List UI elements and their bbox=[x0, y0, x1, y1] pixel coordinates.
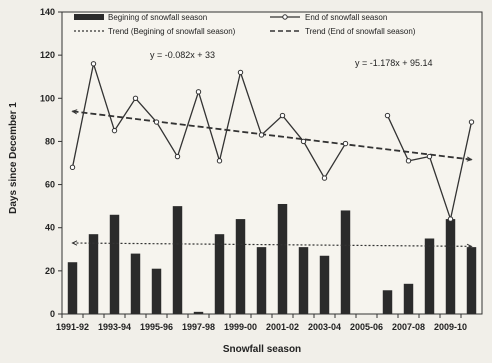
end-point-1999-00 bbox=[237, 69, 244, 76]
bar-begin-2008-09 bbox=[424, 238, 435, 314]
x-tick-label: 2003-04 bbox=[308, 322, 341, 332]
x-axis-title: Snowfall season bbox=[223, 344, 301, 355]
end-point-2004-05 bbox=[342, 140, 349, 147]
trend-end-equation: y = -1.178x + 95.14 bbox=[355, 58, 433, 68]
end-point-2003-04 bbox=[321, 175, 328, 181]
end-point-2009-10 bbox=[447, 216, 454, 222]
bar-begin-2010-11 bbox=[466, 247, 477, 314]
bar-begin-1999-00 bbox=[235, 219, 246, 314]
end-point-1998-99 bbox=[216, 158, 223, 164]
x-tick-label: 1999-00 bbox=[224, 322, 257, 332]
y-tick-label: 80 bbox=[45, 136, 55, 146]
trend-begin-arrowhead bbox=[71, 240, 78, 246]
end-point-1993-94 bbox=[111, 127, 118, 134]
trend-end-arrowhead bbox=[71, 109, 78, 115]
legend-trend-end-label: Trend (End of snowfall season) bbox=[305, 27, 416, 36]
legend-line-marker bbox=[282, 14, 288, 20]
bar-begin-2007-08 bbox=[403, 283, 414, 314]
end-point-1995-96 bbox=[153, 119, 160, 125]
bar-begin-2000-01 bbox=[256, 247, 267, 314]
end-point-2001-02 bbox=[279, 112, 286, 119]
y-tick-label: 60 bbox=[45, 180, 55, 190]
end-point-2010-11 bbox=[468, 119, 475, 125]
legend: Begining of snowfall season End of snowf… bbox=[74, 13, 416, 36]
y-tick-label: 140 bbox=[40, 7, 55, 17]
end-point-2007-08 bbox=[405, 158, 412, 164]
bar-begin-1993-94 bbox=[109, 214, 120, 314]
bar-begin-2003-04 bbox=[319, 255, 330, 314]
trend-begin-equation: y = -0.082x + 33 bbox=[150, 50, 215, 60]
end-point-2008-09 bbox=[426, 153, 433, 160]
x-tick-label: 2005-06 bbox=[350, 322, 383, 332]
bar-begin-2004-05 bbox=[340, 210, 351, 314]
x-tick-label: 2001-02 bbox=[266, 322, 299, 332]
legend-bar-label: Begining of snowfall season bbox=[108, 13, 207, 22]
end-point-2000-01 bbox=[258, 132, 265, 138]
x-tick-label: 1993-94 bbox=[98, 322, 131, 332]
y-tick-label: 120 bbox=[40, 50, 55, 60]
trend-line-begin bbox=[72, 242, 472, 247]
x-tick-label: 2007-08 bbox=[392, 322, 425, 332]
bar-begin-1991-92 bbox=[67, 262, 78, 314]
bar-begin-2001-02 bbox=[277, 203, 288, 314]
legend-trend-begin-label: Trend (Begining of snowfall season) bbox=[108, 27, 236, 36]
legend-bar-swatch bbox=[74, 14, 104, 20]
x-tick-label: 1991-92 bbox=[56, 322, 89, 332]
bar-begin-1998-99 bbox=[214, 234, 225, 314]
bar-begin-1992-93 bbox=[88, 234, 99, 314]
y-axis-title: Days since December 1 bbox=[8, 102, 19, 214]
y-tick-label: 40 bbox=[45, 223, 55, 233]
trend-line-end bbox=[72, 110, 472, 161]
x-tick-label: 1997-98 bbox=[182, 322, 215, 332]
end-point-1991-92 bbox=[69, 164, 76, 171]
y-tick-label: 0 bbox=[50, 309, 55, 319]
end-point-1994-95 bbox=[132, 95, 139, 101]
end-point-1992-93 bbox=[90, 61, 97, 67]
bar-begin-2006-07 bbox=[382, 290, 393, 314]
end-season-line-segment bbox=[71, 63, 347, 180]
bar-begin-1996-97 bbox=[172, 206, 183, 314]
trend-end-arrowhead bbox=[466, 156, 473, 162]
bar-begin-2009-10 bbox=[445, 219, 456, 314]
trend-begin-arrowhead bbox=[466, 243, 473, 249]
y-tick-label: 100 bbox=[40, 93, 55, 103]
bar-begin-2002-03 bbox=[298, 247, 309, 314]
end-point-1996-97 bbox=[174, 153, 181, 160]
bar-begin-1997-98 bbox=[193, 311, 204, 314]
bar-begin-1994-95 bbox=[130, 253, 141, 314]
end-point-2002-03 bbox=[300, 138, 307, 145]
x-tick-label: 2009-10 bbox=[434, 322, 467, 332]
bar-begin-1995-96 bbox=[151, 268, 162, 314]
legend-line-label: End of snowfall season bbox=[305, 13, 387, 22]
end-point-1997-98 bbox=[195, 89, 202, 95]
y-tick-label: 20 bbox=[45, 266, 55, 276]
end-point-2006-07 bbox=[384, 112, 391, 119]
x-tick-label: 1995-96 bbox=[140, 322, 173, 332]
